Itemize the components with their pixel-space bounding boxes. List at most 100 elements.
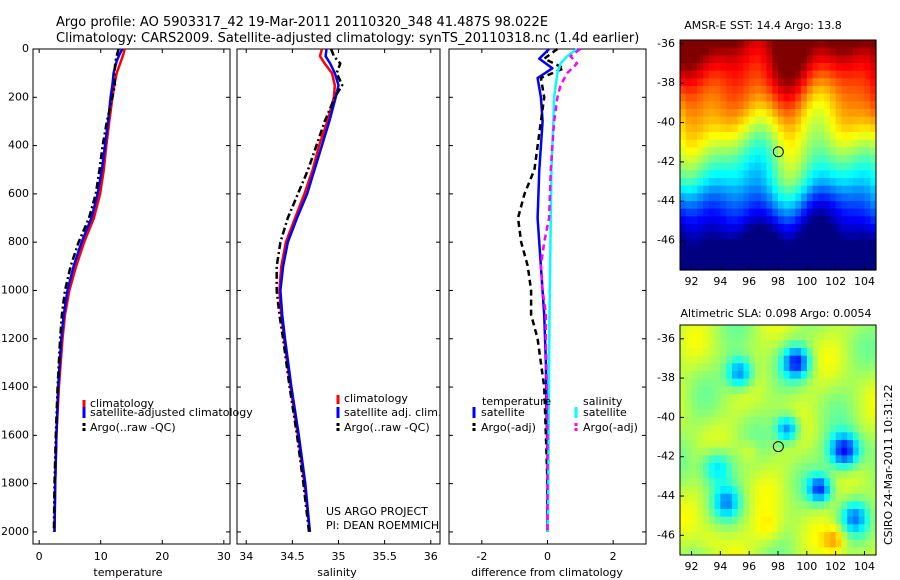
sst_map-cell	[708, 201, 716, 210]
sst_map-cell	[778, 109, 785, 118]
sla_map-cell	[795, 493, 802, 502]
sla_map-cell	[749, 332, 756, 341]
sst_map-cell	[737, 239, 745, 248]
sst_map-cell	[864, 86, 871, 95]
sla_map-cell	[697, 432, 704, 441]
sst_map-cell	[697, 254, 704, 263]
sla_map-cell	[680, 409, 687, 418]
sla_map-cell	[685, 394, 693, 403]
sla_map-cell	[795, 516, 802, 525]
sla_map-cell	[829, 509, 837, 518]
sst_map-cell	[835, 116, 843, 125]
sla_map-cell	[806, 409, 814, 418]
sla_map-cell	[737, 539, 745, 548]
sst_map-cell	[778, 185, 785, 194]
sla_map-cell	[697, 409, 704, 418]
sst-map-title: AMSR-E SST: 14.4 Argo: 13.8	[684, 19, 842, 32]
sst_map-cell	[697, 78, 704, 87]
sla_map-cell	[852, 547, 860, 556]
sst_map-cell	[818, 147, 825, 156]
sla_map-cell	[760, 470, 768, 479]
sla_map-xtick-label: 96	[742, 560, 756, 573]
sla_map-cell	[858, 417, 866, 426]
sla_map-cell	[789, 486, 796, 495]
sla_map-cell	[731, 509, 739, 518]
sst_map-cell	[795, 139, 802, 148]
sst_map-cell	[864, 132, 871, 141]
sla_map-cell	[795, 539, 802, 548]
sla_map-cell	[703, 447, 710, 456]
sla_map-cell	[789, 394, 796, 403]
sla_map-cell	[778, 386, 785, 395]
sst_map-cell	[858, 193, 866, 202]
sst_map-cell	[680, 116, 687, 125]
sst_map-cell	[743, 178, 750, 187]
sst_map-cell	[760, 239, 768, 248]
sla_map-cell	[685, 409, 693, 418]
sst_map-cell	[737, 185, 745, 194]
sst_map-cell	[795, 185, 802, 194]
sla_map-cell	[697, 470, 704, 479]
sla_map-cell	[783, 447, 791, 456]
temperature-series-argo	[52, 48, 120, 532]
sla_map-cell	[714, 478, 721, 487]
sla_map-cell	[680, 371, 687, 380]
sla_map-cell	[795, 470, 802, 479]
sla_map-cell	[697, 440, 704, 449]
sst_map-cell	[778, 63, 785, 72]
legend-label-climatology: climatology	[344, 392, 408, 405]
sla_map-cell	[731, 386, 739, 395]
sla_map-cell	[858, 532, 866, 541]
sla_map-cell	[818, 386, 825, 395]
sla_map-cell	[714, 332, 721, 341]
sla_map-cell	[818, 478, 825, 487]
sst_map-cell	[847, 178, 854, 187]
sla_map-cell	[789, 524, 796, 533]
sst_map-cell	[847, 193, 854, 202]
sst_map-cell	[778, 224, 785, 233]
sst_map-cell	[824, 170, 831, 179]
sla_map-cell	[766, 432, 773, 441]
sst_map-cell	[749, 262, 756, 271]
sst_map-cell	[754, 101, 762, 110]
sst_map-cell	[795, 208, 802, 217]
sst_map-cell	[731, 70, 739, 79]
sst_map-cell	[766, 70, 773, 79]
sla_map-cell	[743, 378, 750, 387]
sla_map-cell	[708, 486, 716, 495]
sst_map-cell	[714, 247, 721, 256]
sst_map-cell	[680, 70, 687, 79]
sst_map-cell	[829, 224, 837, 233]
sla_map-cell	[783, 417, 791, 426]
sst_map-cell	[766, 224, 773, 233]
sst_map-cell	[680, 139, 687, 148]
sst_map-cell	[703, 262, 710, 271]
sst_map-cell	[743, 254, 750, 263]
sla_map-cell	[714, 355, 721, 364]
sla_map-cell	[731, 332, 739, 341]
sla_map-cell	[766, 355, 773, 364]
sla_map-cell	[858, 493, 866, 502]
sst_map-cell	[812, 147, 819, 156]
sst_map-cell	[760, 262, 768, 271]
sla_map-cell	[789, 424, 796, 433]
sst_map-cell	[737, 101, 745, 110]
sla_map-cell	[720, 455, 727, 464]
sla_map-cell	[691, 417, 698, 426]
sst_map-cell	[795, 78, 802, 87]
sla_map-cell	[783, 409, 791, 418]
csiro-timestamp: CSIRO 24-Mar-2011 10:31:22	[882, 384, 895, 545]
sst_map-cell	[685, 147, 693, 156]
sst_map-cell	[852, 185, 860, 194]
sst_map-cell	[726, 139, 733, 148]
sst_map-cell	[847, 124, 854, 133]
sst_map-cell	[870, 63, 877, 72]
sla_map-cell	[806, 348, 814, 357]
sst_map-cell	[760, 116, 768, 125]
sst_map-cell	[703, 47, 710, 56]
sla_map-cell	[806, 332, 814, 341]
sst_map-cell	[847, 132, 854, 141]
sst_map-cell	[852, 239, 860, 248]
sla_map-cell	[841, 409, 848, 418]
sla_map-cell	[824, 478, 831, 487]
